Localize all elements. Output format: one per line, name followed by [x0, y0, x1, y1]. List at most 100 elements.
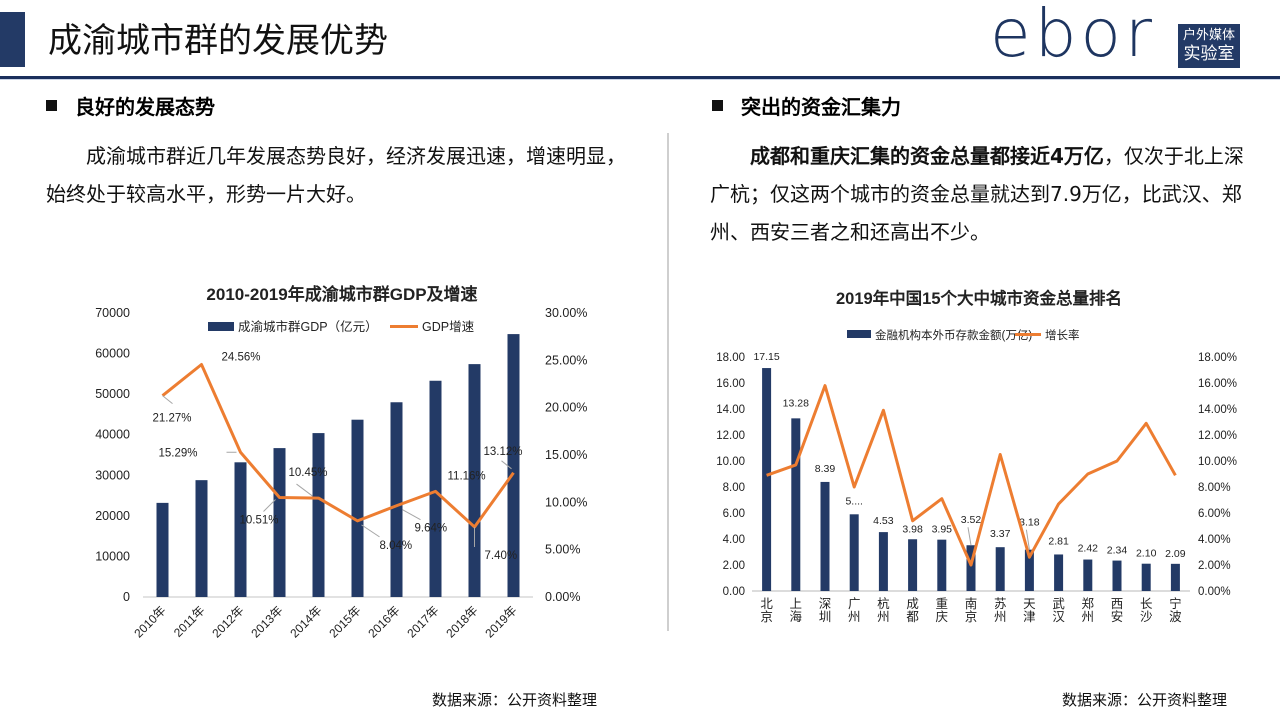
y-left-tick-label: 16.00 [716, 378, 745, 390]
bar-data-label: 3.98 [902, 523, 923, 535]
growth-data-label: 15.29% [159, 447, 198, 459]
y-right-tick-label: 12.00% [1198, 430, 1237, 442]
y-left-tick-label: 60000 [95, 347, 130, 361]
legend-swatch-line [1015, 333, 1041, 336]
y-right-tick-label: 4.00% [1198, 534, 1231, 546]
capital-bar [849, 514, 859, 591]
bar-data-label: 8.39 [815, 463, 836, 475]
y-left-tick-label: 14.00 [716, 404, 745, 416]
y-left-tick-label: 20000 [95, 509, 130, 523]
gdp-bar [273, 448, 286, 597]
capital-bar [937, 539, 947, 591]
capital-bar [995, 547, 1005, 591]
y-right-tick-label: 6.00% [1198, 508, 1231, 520]
chart-legend: 成渝城市群GDP（亿元） GDP增速 [208, 319, 475, 334]
x-tick-label: 西安 [1111, 597, 1124, 624]
chart-title: 2010-2019年成渝城市群GDP及增速 [206, 284, 477, 304]
legend-label-line: 增长率 [1045, 328, 1080, 342]
right-paragraph: 成都和重庆汇集的资金总量都接近4万亿，仅次于北上深广杭；仅这两个城市的资金总量就… [710, 137, 1250, 251]
y-left-tick-label: 10.00 [716, 456, 745, 468]
gdp-chart: 2010-2019年成渝城市群GDP及增速 成渝城市群GDP（亿元） GDP增速… [95, 284, 587, 640]
legend-swatch-bar [208, 322, 234, 331]
growth-data-label: 21.27% [153, 413, 192, 425]
y-right-tick-label: 20.00% [545, 401, 587, 415]
logo: ebor 户外媒体 实验室 [990, 0, 1250, 72]
y-left-tick-label: 12.00 [716, 430, 745, 442]
growth-data-label: 9.64% [415, 523, 448, 535]
label-leader-line [967, 527, 972, 546]
growth-data-label: 24.56% [222, 351, 261, 363]
y-right-tick-label: 16.00% [1198, 378, 1237, 390]
x-tick-label: 长沙 [1140, 597, 1153, 624]
right-paragraph-text: ，仅次于北上深广杭；仅这两个城市的资金总量就达到7.9万亿，比武汉、郑州、西安三… [710, 144, 1244, 244]
capital-bar [878, 532, 888, 591]
bar-data-label: 3.18 [1019, 517, 1040, 529]
x-tick-label: 广州 [848, 597, 861, 624]
x-tick-label: 2017年 [404, 603, 441, 640]
bar-data-label: 2.09 [1165, 548, 1186, 560]
y-right-tick-label: 8.00% [1198, 482, 1231, 494]
x-tick-label: 宁波 [1169, 596, 1182, 624]
x-tick-label: 2015年 [326, 603, 363, 640]
x-tick-label: 武汉 [1052, 597, 1065, 624]
growth-data-label: 7.40% [485, 550, 518, 562]
growth-rate-line [766, 384, 1177, 567]
y-left-tick-label: 0 [123, 590, 130, 604]
left-paragraph: 成渝城市群近几年发展态势良好，经济发展迅速，增速明显，始终处于较高水平，形势一片… [46, 137, 644, 213]
right-data-source: 数据来源：公开资料整理 [1062, 691, 1228, 709]
logo-wordmark: ebor [990, 0, 1157, 72]
label-leader-line [501, 460, 512, 470]
x-tick-label: 重庆 [936, 596, 949, 624]
legend-label-bar: 金融机构本外币存款金额(万亿) [875, 328, 1032, 342]
left-data-source: 数据来源：公开资料整理 [432, 691, 598, 709]
logo-badge: 户外媒体 实验室 [1178, 24, 1240, 68]
capital-bar [820, 481, 830, 591]
x-tick-label: 郑州 [1082, 596, 1095, 624]
label-leader-line [263, 499, 276, 512]
x-tick-label: 成都 [906, 597, 919, 624]
x-tick-label: 苏州 [994, 596, 1007, 624]
bar-data-label: 5.... [845, 495, 863, 507]
gdp-bar [507, 334, 520, 597]
y-right-tick-label: 0.00% [545, 590, 580, 604]
bar-data-label: 17.15 [753, 351, 779, 363]
x-tick-label: 北京 [760, 597, 773, 624]
x-tick-label: 2014年 [287, 603, 324, 640]
y-left-tick-label: 2.00 [723, 560, 745, 572]
column-divider [667, 133, 669, 631]
capital-bar [1141, 563, 1151, 591]
gdp-bar [390, 402, 403, 597]
legend-label-line: GDP增速 [422, 319, 475, 334]
right-paragraph-bold: 成都和重庆汇集的资金总量都接近4万亿 [750, 144, 1104, 168]
capital-bar [1054, 554, 1064, 591]
y-left-tick-label: 50000 [95, 387, 130, 401]
square-bullet-icon [46, 100, 57, 111]
page-title: 成渝城市群的发展优势 [48, 21, 388, 61]
gdp-bar [195, 480, 208, 597]
left-paragraph-text: 成渝城市群近几年发展态势良好，经济发展迅速，增速明显，始终处于较高水平，形势一片… [46, 144, 626, 206]
gdp-bar [468, 364, 481, 597]
y-left-tick-label: 40000 [95, 428, 130, 442]
y-left-tick-label: 70000 [95, 306, 130, 320]
label-leader-line [402, 509, 421, 521]
x-tick-label: 2018年 [443, 603, 480, 640]
bar-data-label: 4.53 [873, 515, 894, 527]
capital-bar [1083, 559, 1093, 591]
bar-data-label: 3.52 [961, 514, 982, 526]
gdp-bar [312, 433, 325, 597]
legend-swatch-bar [847, 330, 871, 338]
left-heading-text: 良好的发展态势 [75, 95, 215, 119]
x-tick-label: 2012年 [209, 603, 246, 640]
x-tick-label: 2011年 [171, 603, 208, 640]
title-accent-block [0, 12, 25, 67]
y-left-tick-label: 0.00 [723, 586, 745, 598]
y-left-tick-label: 4.00 [723, 534, 745, 546]
capital-bar [762, 368, 772, 591]
logo-badge-line2: 实验室 [1183, 44, 1235, 64]
header-divider-light [0, 79, 1280, 80]
growth-data-label: 11.16% [448, 470, 486, 482]
x-tick-label: 天津 [1023, 597, 1036, 624]
bar-data-label: 13.28 [783, 397, 809, 409]
left-section-heading: 良好的发展态势 [46, 93, 215, 121]
y-left-tick-label: 6.00 [723, 508, 745, 520]
